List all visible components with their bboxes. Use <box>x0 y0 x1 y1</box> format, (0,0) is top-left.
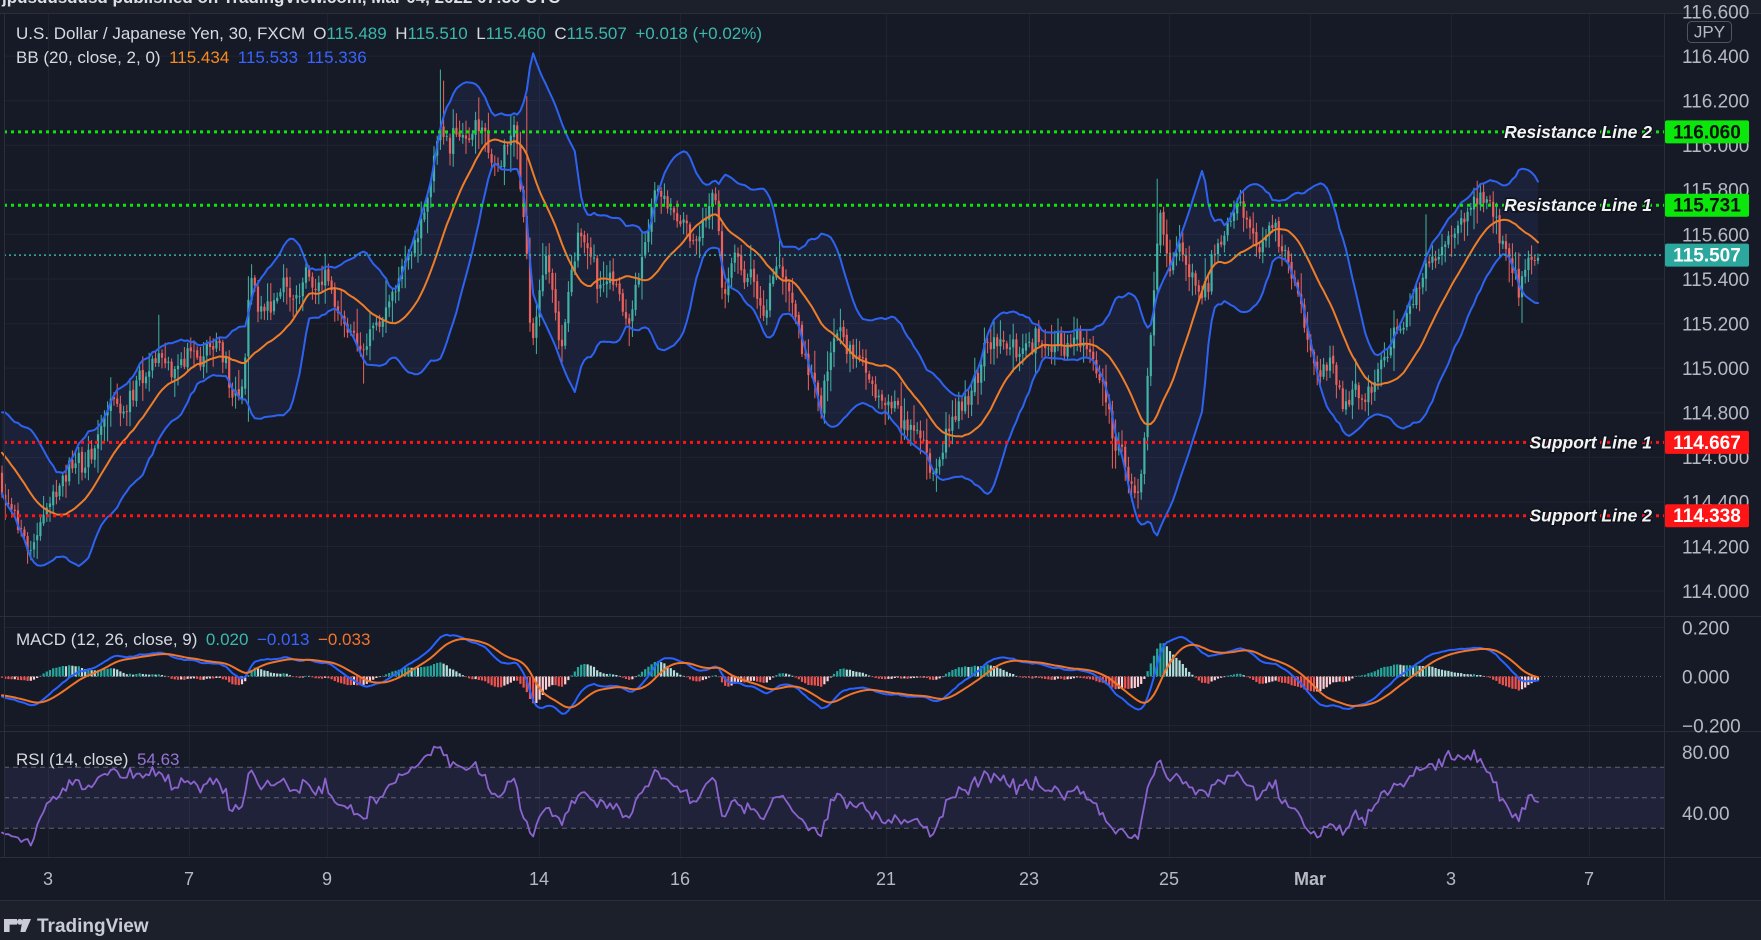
svg-text:21: 21 <box>876 869 896 889</box>
svg-text:40.00: 40.00 <box>1682 804 1730 825</box>
svg-text:Support Line 2: Support Line 2 <box>1530 506 1653 526</box>
svg-text:114.200: 114.200 <box>1682 537 1749 558</box>
svg-text:RSI (14, close) 54.63: RSI (14, close) 54.63 <box>16 750 179 769</box>
svg-text:3: 3 <box>43 869 53 889</box>
svg-text:TradingView: TradingView <box>37 916 149 937</box>
svg-text:115.200: 115.200 <box>1682 314 1749 335</box>
svg-text:BB (20, close, 2, 0) 115.434 1: BB (20, close, 2, 0) 115.434 115.533 115… <box>16 48 367 67</box>
svg-text:0.000: 0.000 <box>1682 667 1730 688</box>
svg-text:14: 14 <box>529 869 549 889</box>
svg-text:116.600: 116.600 <box>1682 2 1749 23</box>
svg-text:jpusdusdusd published on Tradi: jpusdusdusd published on TradingView.com… <box>1 0 560 7</box>
svg-text:Resistance Line 2: Resistance Line 2 <box>1504 122 1652 142</box>
svg-text:−0.200: −0.200 <box>1682 716 1741 737</box>
svg-text:114.800: 114.800 <box>1682 404 1749 425</box>
svg-text:Resistance Line 1: Resistance Line 1 <box>1504 195 1652 215</box>
svg-text:9: 9 <box>322 869 332 889</box>
svg-text:7: 7 <box>1584 869 1594 889</box>
svg-text:115.507: 115.507 <box>1673 246 1741 267</box>
svg-text:114.667: 114.667 <box>1673 433 1741 454</box>
svg-text:16: 16 <box>670 869 690 889</box>
svg-text:115.600: 115.600 <box>1682 225 1749 246</box>
svg-text:MACD (12, 26, close, 9) 0.020: MACD (12, 26, close, 9) 0.020 −0.013 −0.… <box>16 630 370 649</box>
svg-text:80.00: 80.00 <box>1682 743 1730 764</box>
svg-text:116.060: 116.060 <box>1673 122 1741 143</box>
svg-text:U.S. Dollar / Japanese Yen, 30: U.S. Dollar / Japanese Yen, 30, FXCM O11… <box>16 24 762 43</box>
svg-text:25: 25 <box>1159 869 1179 889</box>
svg-text:3: 3 <box>1446 869 1456 889</box>
svg-text:Mar: Mar <box>1294 869 1326 889</box>
svg-text:Support Line 1: Support Line 1 <box>1530 432 1653 452</box>
svg-text:7: 7 <box>184 869 194 889</box>
svg-text:115.731: 115.731 <box>1673 196 1741 217</box>
svg-text:115.400: 115.400 <box>1682 270 1749 291</box>
svg-text:JPY: JPY <box>1694 23 1725 42</box>
svg-text:114.000: 114.000 <box>1682 582 1749 603</box>
svg-text:23: 23 <box>1019 869 1039 889</box>
svg-text:116.200: 116.200 <box>1682 92 1749 113</box>
svg-text:115.000: 115.000 <box>1682 359 1749 380</box>
svg-text:114.338: 114.338 <box>1673 506 1741 527</box>
svg-text:0.200: 0.200 <box>1682 618 1730 639</box>
svg-text:116.400: 116.400 <box>1682 47 1749 68</box>
